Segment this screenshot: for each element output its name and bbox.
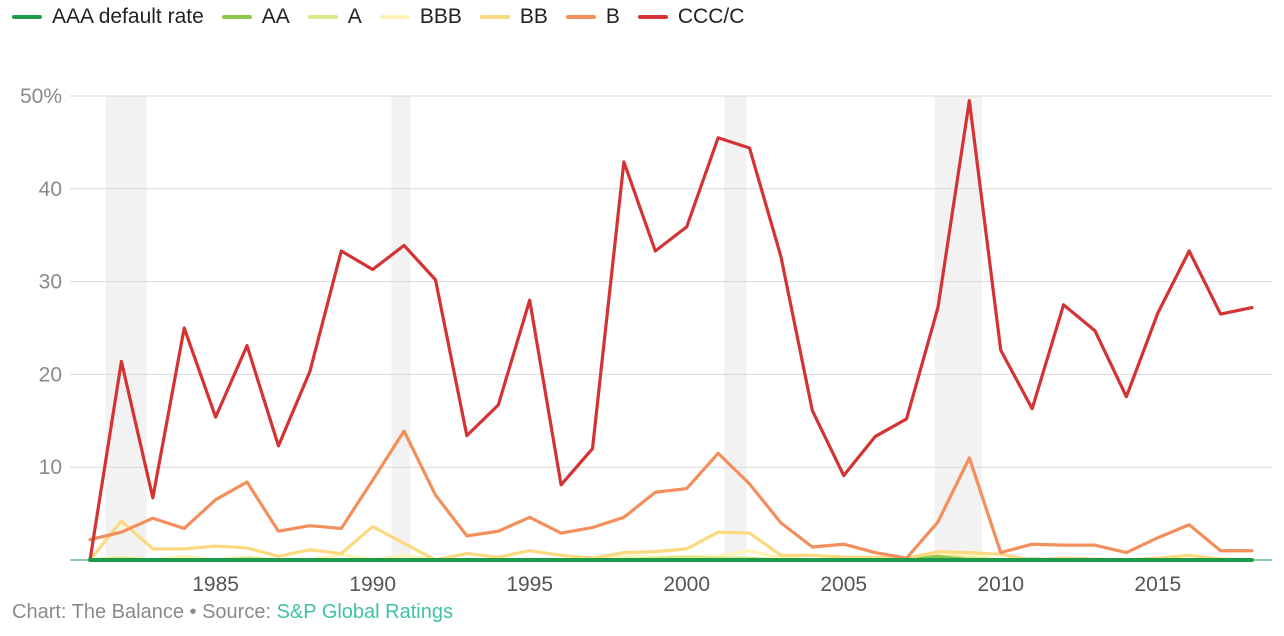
legend-item: BB bbox=[479, 5, 548, 29]
legend-swatch bbox=[379, 15, 410, 19]
series-line-bb bbox=[88, 519, 1254, 562]
legend-swatch bbox=[12, 15, 42, 19]
credit-text: Chart: The Balance • Source: bbox=[12, 601, 277, 623]
legend-swatch bbox=[307, 15, 338, 19]
legend-item: A bbox=[307, 5, 362, 29]
series-line-ccc-c bbox=[88, 99, 1254, 562]
x-tick-label: 1985 bbox=[192, 573, 239, 596]
legend-label: BB bbox=[519, 5, 548, 28]
x-tick-label: 2000 bbox=[663, 573, 710, 596]
recession-band-0 bbox=[105, 96, 147, 560]
x-tick-label: 2010 bbox=[977, 573, 1024, 596]
y-tick-label: 30 bbox=[39, 271, 62, 294]
recession-band-1 bbox=[391, 96, 411, 560]
chart-credit: Chart: The Balance • Source: S&P Global … bbox=[12, 601, 453, 624]
chart-legend: AAA default rate AA A BBB BB B CCC/C bbox=[12, 2, 762, 32]
series-line-b bbox=[88, 429, 1254, 560]
legend-swatch bbox=[565, 15, 596, 19]
legend-item: B bbox=[565, 5, 620, 29]
legend-label: B bbox=[605, 5, 620, 28]
legend-swatch bbox=[479, 15, 510, 19]
legend-label: BBB bbox=[419, 5, 462, 28]
y-tick-label: 50% bbox=[20, 85, 62, 108]
legend-label: CCC/C bbox=[677, 5, 745, 28]
y-tick-label: 20 bbox=[39, 363, 62, 386]
legend-item: CCC/C bbox=[637, 5, 745, 29]
x-tick-label: 1995 bbox=[506, 573, 553, 596]
legend-swatch bbox=[637, 15, 668, 19]
legend-label: A bbox=[347, 5, 362, 28]
legend-label: AAA default rate bbox=[52, 5, 204, 28]
legend-swatch bbox=[221, 15, 252, 19]
y-tick-label: 10 bbox=[39, 456, 62, 479]
x-tick-label: 2005 bbox=[820, 573, 867, 596]
legend-item: AA bbox=[221, 5, 290, 29]
y-tick-label: 40 bbox=[39, 178, 62, 201]
legend-item: AAA default rate bbox=[12, 5, 204, 29]
legend-label: AA bbox=[261, 5, 290, 28]
recession-band-2 bbox=[724, 96, 747, 560]
x-tick-label: 2015 bbox=[1134, 573, 1181, 596]
source-link[interactable]: S&P Global Ratings bbox=[276, 601, 453, 623]
legend-item: BBB bbox=[379, 5, 462, 29]
x-tick-label: 1990 bbox=[349, 573, 396, 596]
